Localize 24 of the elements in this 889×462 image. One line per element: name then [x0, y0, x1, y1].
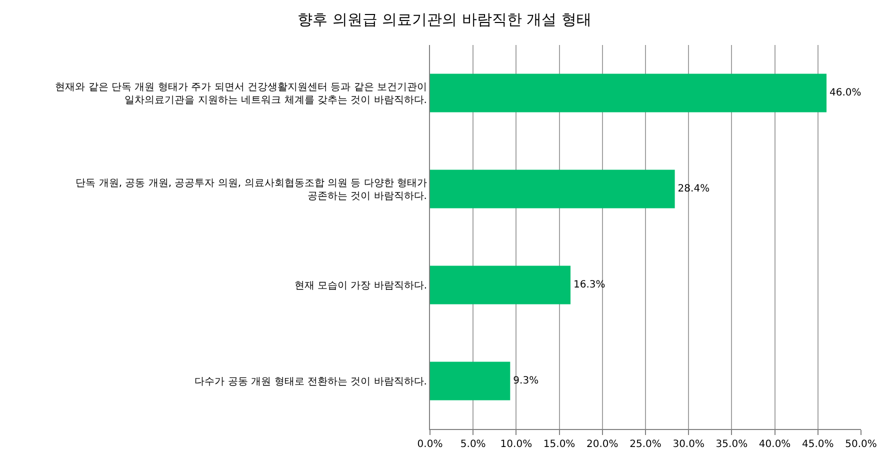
x-tick-label: 5.0% — [460, 439, 486, 450]
x-tick-label: 20.0% — [586, 439, 618, 450]
x-tick-label: 30.0% — [672, 439, 704, 450]
x-tick-label: 45.0% — [802, 439, 834, 450]
x-tick-label: 25.0% — [630, 439, 662, 450]
x-tick-label: 50.0% — [845, 439, 877, 450]
x-tick-label: 10.0% — [500, 439, 532, 450]
data-label: 9.3% — [513, 376, 539, 386]
y-tick-label: 현재 모습이 가장 바람직하다. — [294, 280, 427, 292]
bar — [430, 74, 827, 112]
data-label: 28.4% — [678, 184, 710, 194]
bar — [430, 362, 510, 400]
bar — [430, 170, 675, 208]
data-label: 46.0% — [830, 88, 862, 98]
bar — [430, 266, 571, 304]
x-tick-label: 15.0% — [543, 439, 576, 450]
x-tick-label: 0.0% — [417, 439, 443, 450]
data-label: 16.3% — [574, 280, 606, 290]
y-tick-label: 현재와 같은 단독 개원 형태가 주가 되면서 건강생활지원센터 등과 같은 보건기관이 일차의료기관을 지원하는 네트워크 체계를 갖추는 것이 바람직하다. — [55, 82, 427, 106]
x-tick-label: 40.0% — [758, 439, 791, 450]
y-tick-label: 다수가 공동 개원 형태로 전환하는 것이 바람직하다. — [194, 376, 427, 388]
x-tick-label: 35.0% — [716, 439, 748, 450]
chart-title: 향후 의원급 의료기관의 바람직한 개설 형태 — [298, 10, 592, 28]
y-tick-label: 단독 개원, 공동 개원, 공공투자 의원, 의료사회협동조합 의원 등 다양한 형태가 공존하는 것이 바람직하다. — [76, 178, 427, 202]
